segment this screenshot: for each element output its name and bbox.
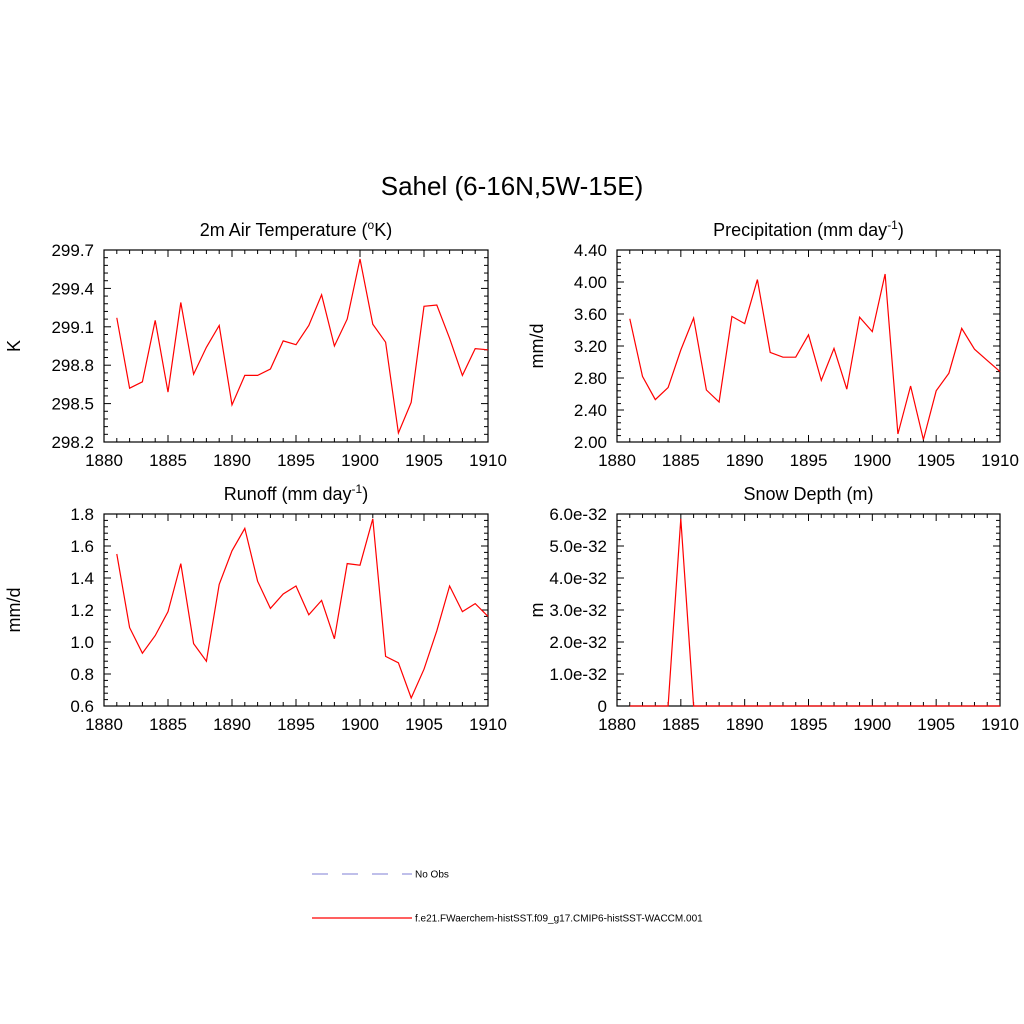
y-tick-label: 4.0e-32 [549,569,607,588]
x-tick-label: 1890 [726,451,764,470]
chart-panel-1: 1880 1885 1890 1895 1900 1905 1910 298.2 298.5 29… [4,218,507,470]
legend: No Obs f.e21.FWaerchem-histSST.f09_g17.CM… [312,870,703,925]
series-line [629,518,1000,707]
x-tick-label: 1905 [405,451,443,470]
chart-panel-3: 1880 1885 1890 1895 1900 1905 1910 0.6 0.8 1.0 1.2… [4,482,507,734]
y-tick-label: 1.0 [70,633,94,652]
y-tick-label: 1.0e-32 [549,665,607,684]
y-tick-label: 299.7 [51,241,94,260]
chart-panel-4: 1880 1885 1890 1895 1900 1905 1910 0 1.0e-32 2.0e… [527,484,1019,734]
x-tick-label: 1885 [149,715,187,734]
x-tick-label: 1880 [85,451,123,470]
series-line [116,518,489,700]
x-tick-label: 1905 [917,451,955,470]
x-tick-label: 1890 [726,715,764,734]
panel-title: Precipitation (mm day-1) [713,218,904,240]
y-tick-label: 1.2 [70,601,94,620]
x-tick-label: 1895 [277,451,315,470]
legend-label-1: No Obs [415,870,449,881]
legend-label-2: f.e21.FWaerchem-histSST.f09_g17.CMIP6-hi… [415,914,703,925]
x-tick-label: 1900 [341,451,379,470]
panels: 1880 1885 1890 1895 1900 1905 1910 298.2 298.5 29… [4,218,1019,734]
x-tick-label: 1910 [981,451,1019,470]
y-tick-label: 1.6 [70,537,94,556]
x-tick-label: 1910 [981,715,1019,734]
x-tick-label: 1900 [853,715,891,734]
y-tick-label: 0 [598,697,607,716]
x-tick-label: 1885 [662,451,700,470]
plot-frame [616,249,1001,443]
y-tick-label: 3.0e-32 [549,601,607,620]
chart-panel-2: 1880 1885 1890 1895 1900 1905 1910 2.00 2.40 2.80… [527,218,1019,470]
x-tick-label: 1880 [598,451,636,470]
y-tick-label: 299.1 [51,318,94,337]
plot-frame [103,249,489,443]
y-tick-label: 1.8 [70,505,94,524]
y-axis-label: K [4,340,24,352]
x-tick-label: 1905 [917,715,955,734]
y-tick-label: 298.5 [51,395,94,414]
y-tick-label: 5.0e-32 [549,537,607,556]
y-axis-label: mm/d [4,588,24,633]
y-tick-label: 299.4 [51,279,94,298]
y-tick-label: 6.0e-32 [549,505,607,524]
x-tick-label: 1885 [149,451,187,470]
y-tick-label: 3.20 [574,337,607,356]
panel-title: Runoff (mm day-1) [224,482,368,504]
x-tick-label: 1885 [662,715,700,734]
y-tick-label: 298.2 [51,433,94,452]
x-tick-label: 1905 [405,715,443,734]
y-tick-label: 4.40 [574,241,607,260]
x-tick-label: 1895 [790,715,828,734]
y-axis-label: mm/d [527,324,547,369]
x-tick-label: 1890 [213,451,251,470]
series-line [629,273,1001,440]
y-tick-label: 1.4 [70,569,94,588]
y-tick-label: 2.40 [574,401,607,420]
x-tick-label: 1910 [469,451,507,470]
x-tick-label: 1880 [85,715,123,734]
y-axis-label: m [527,603,547,618]
y-tick-label: 0.8 [70,665,94,684]
y-tick-label: 3.60 [574,305,607,324]
x-tick-label: 1910 [469,715,507,734]
y-tick-label: 298.8 [51,356,94,375]
y-tick-label: 2.80 [574,369,607,388]
x-tick-label: 1890 [213,715,251,734]
panel-title: 2m Air Temperature (oK) [200,218,392,240]
plot-frame [103,513,489,707]
series-line [116,258,489,436]
y-tick-label: 2.0e-32 [549,633,607,652]
x-tick-label: 1900 [853,451,891,470]
x-tick-label: 1900 [341,715,379,734]
x-tick-label: 1895 [790,451,828,470]
x-tick-label: 1895 [277,715,315,734]
x-tick-label: 1880 [598,715,636,734]
figure-title: Sahel (6-16N,5W-15E) [381,171,644,201]
y-tick-label: 2.00 [574,433,607,452]
y-tick-label: 4.00 [574,273,607,292]
y-tick-label: 0.6 [70,697,94,716]
panel-title: Snow Depth (m) [743,484,873,504]
